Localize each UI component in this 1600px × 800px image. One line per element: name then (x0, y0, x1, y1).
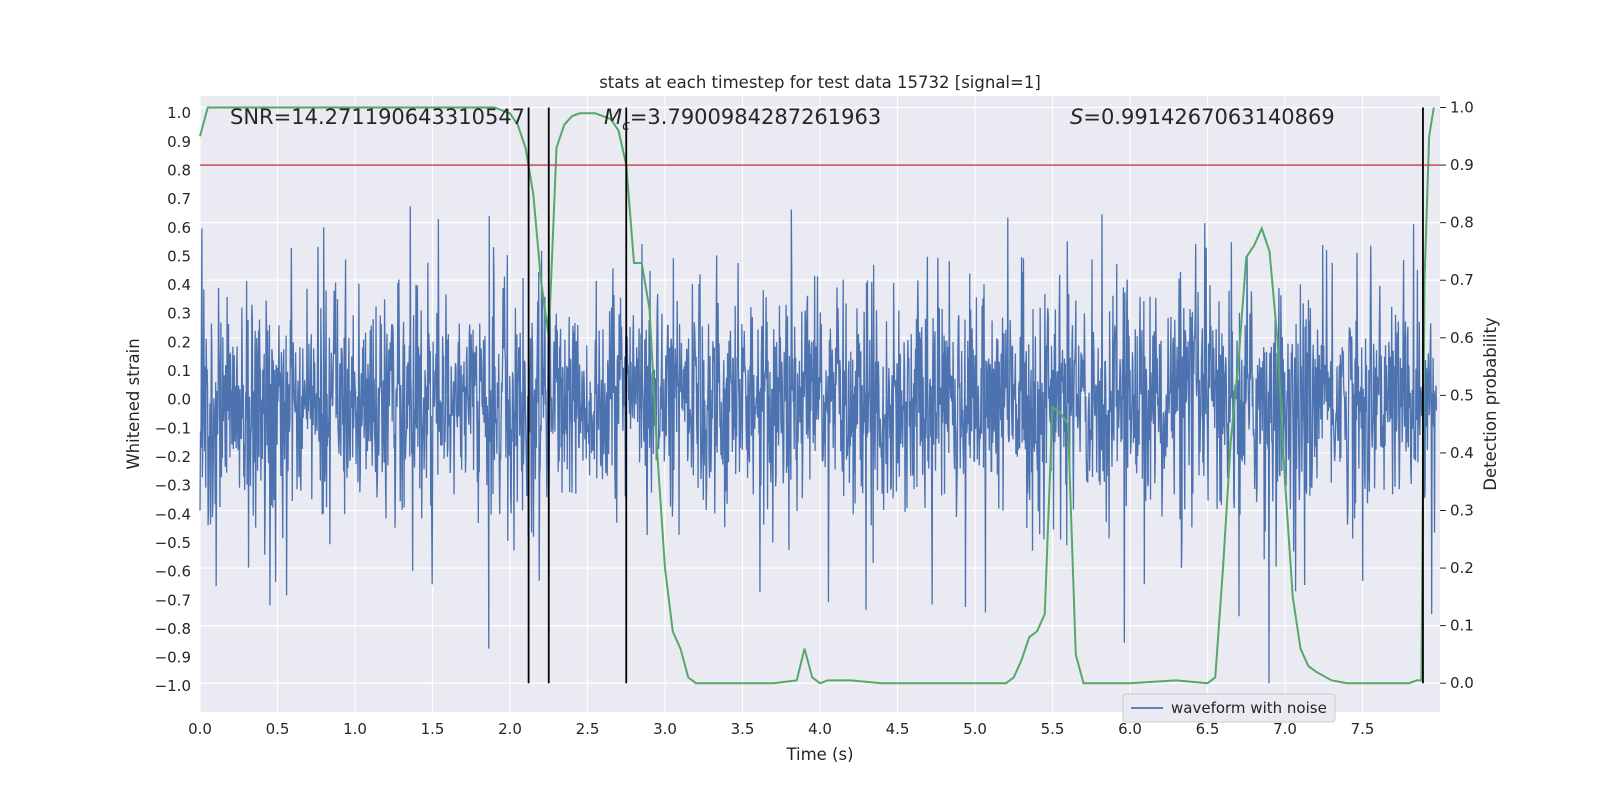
y-right-tick-label: 0.1 (1450, 617, 1474, 635)
chirp-mass-symbol: M (604, 105, 622, 129)
y-left-tick-label: 0.0 (167, 391, 191, 409)
y-left-tick-label: 0.3 (167, 305, 191, 323)
x-tick-label: 3.5 (731, 720, 755, 738)
y-left-tick-label: 0.9 (167, 133, 191, 151)
y-left-tick-label: 0.7 (167, 190, 191, 208)
x-tick-label: 6.0 (1118, 720, 1142, 738)
y-left-tick-label: −0.2 (155, 448, 191, 466)
y-left-tick-label: −0.8 (155, 620, 191, 638)
probability-series (199, 106, 1435, 685)
y-left-tick-label: 1.0 (167, 104, 191, 122)
y-right-tick-label: 0.6 (1450, 329, 1474, 347)
waveform-series (199, 206, 1438, 684)
legend: waveform with noise (1122, 693, 1336, 723)
x-axis: 0.0 0.5 1.0 1.5 2.0 2.5 3.0 3.5 4.0 4.5 5.0 5.5 6.0 6… (188, 720, 1374, 738)
y-left-tick-label: 0.8 (167, 161, 191, 179)
y-left-tick-label: −1.0 (155, 677, 191, 695)
reference-lines (200, 107, 1440, 684)
y-axis-left-label: Whitened strain (124, 338, 143, 469)
y-right-tick-label: 0.3 (1450, 502, 1474, 520)
x-tick-label: 0.0 (188, 720, 212, 738)
y-left-tick-label: −0.3 (155, 477, 191, 495)
y-right-tick-label: 0.4 (1450, 444, 1474, 462)
x-tick-label: 4.5 (886, 720, 910, 738)
x-axis-label: Time (s) (785, 745, 853, 764)
y-right-tick-label: 0.9 (1450, 156, 1474, 174)
x-tick-label: 1.5 (421, 720, 445, 738)
y-axis-right: 1.0 0.9 0.8 0.7 0.6 0.5 0.4 0.3 0.2 0.1 0.0 (1440, 99, 1474, 692)
y-left-tick-label: 0.4 (167, 276, 191, 294)
chirp-mass-value: =3.7900984287261963 (630, 105, 881, 129)
y-left-tick-label: 0.5 (167, 247, 191, 265)
chirp-mass-annotation: Mc=3.7900984287261963 (604, 105, 881, 134)
x-tick-label: 5.0 (963, 720, 987, 738)
x-tick-label: 4.0 (808, 720, 832, 738)
x-tick-label: 7.5 (1351, 720, 1375, 738)
y-right-tick-label: 0.8 (1450, 214, 1474, 232)
y-left-tick-label: −0.5 (155, 534, 191, 552)
x-tick-label: 0.5 (266, 720, 290, 738)
y-right-tick-label: 0.0 (1450, 674, 1474, 692)
x-tick-label: 2.5 (576, 720, 600, 738)
chart-title: stats at each timestep for test data 157… (599, 73, 1041, 92)
x-tick-label: 7.0 (1273, 720, 1297, 738)
x-tick-label: 3.0 (653, 720, 677, 738)
y-right-tick-label: 1.0 (1450, 99, 1474, 117)
probability-line (199, 106, 1435, 685)
s-symbol: S (1070, 105, 1083, 129)
y-right-tick-label: 0.7 (1450, 271, 1474, 289)
x-tick-label: 2.0 (498, 720, 522, 738)
y-left-tick-label: −0.6 (155, 563, 191, 581)
y-right-tick-label: 0.5 (1450, 386, 1474, 404)
waveform-line (199, 206, 1438, 684)
snr-annotation: SNR=14.271190643310547 (230, 105, 525, 129)
x-tick-label: 6.5 (1196, 720, 1220, 738)
y-left-tick-label: 0.2 (167, 333, 191, 351)
x-tick-label: 5.5 (1041, 720, 1065, 738)
legend-box (1122, 693, 1336, 723)
legend-waveform-label: waveform with noise (1171, 699, 1327, 717)
chirp-mass-subscript: c (622, 118, 630, 134)
y-left-tick-label: −0.4 (155, 505, 191, 523)
y-left-tick-label: 0.1 (167, 362, 191, 380)
s-value: =0.9914267063140869 (1083, 105, 1334, 129)
y-axis-left: 1.0 0.9 0.8 0.7 0.6 0.5 0.4 0.3 0.2 0.1 0.0 −0.1 −0.… (155, 104, 191, 695)
y-left-tick-label: −0.7 (155, 591, 191, 609)
y-left-tick-label: −0.9 (155, 649, 191, 667)
s-annotation: S=0.9914267063140869 (1070, 105, 1335, 129)
y-axis-right-label: Detection probability (1481, 317, 1500, 491)
x-tick-label: 1.0 (343, 720, 367, 738)
y-left-tick-label: 0.6 (167, 219, 191, 237)
y-right-tick-label: 0.2 (1450, 559, 1474, 577)
y-left-tick-label: −0.1 (155, 419, 191, 437)
